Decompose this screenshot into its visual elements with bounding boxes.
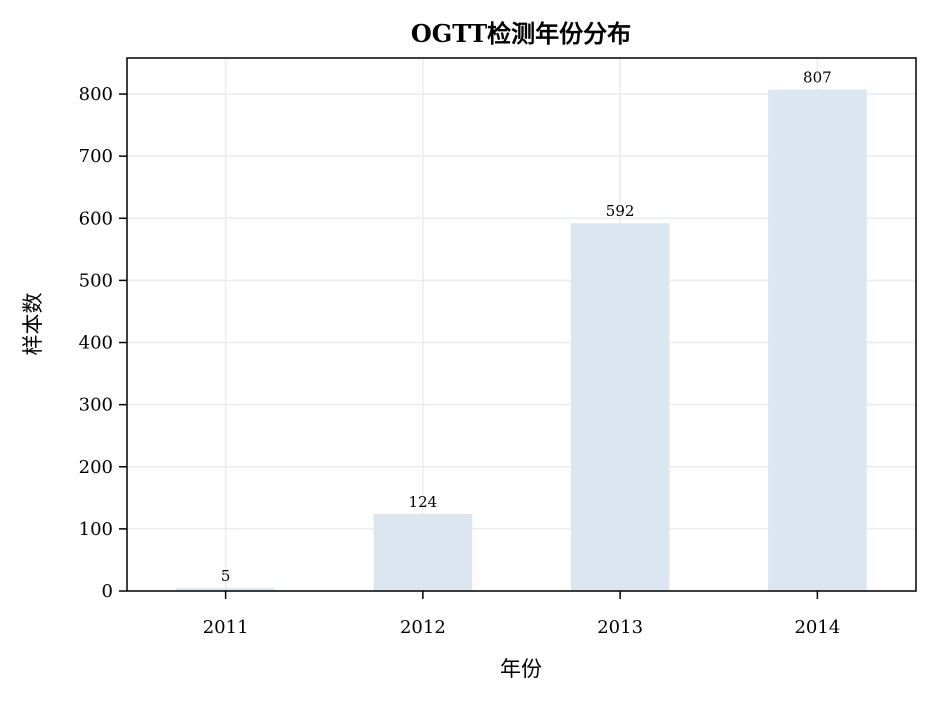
y-tick-label: 500 — [79, 270, 113, 291]
bar-2011 — [176, 587, 275, 591]
chart-title: OGTT检测年份分布 — [411, 19, 631, 48]
data-label-2011: 5 — [221, 567, 231, 585]
y-axis-label: 样本数 — [21, 293, 45, 356]
data-label-2014: 807 — [803, 69, 832, 87]
bars — [176, 89, 867, 591]
y-tick-label: 800 — [79, 84, 113, 105]
x-tick-label-2013: 2013 — [597, 617, 643, 638]
x-tick-label-2012: 2012 — [400, 617, 446, 638]
y-tick-label: 600 — [79, 208, 113, 229]
bar-2014 — [768, 89, 867, 591]
x-tick-label-2014: 2014 — [794, 617, 840, 638]
y-tick-label: 300 — [79, 395, 113, 416]
y-axis-ticks: 0 100 200 300 400 500 600 700 800 — [79, 84, 127, 602]
plot-frame — [126, 57, 917, 592]
y-tick-label: 400 — [79, 333, 113, 354]
x-axis-ticks: 2011 2012 2013 2014 — [203, 591, 840, 638]
data-label-2013: 592 — [606, 202, 635, 220]
data-label-2012: 124 — [409, 493, 438, 511]
bar-2013 — [570, 223, 670, 591]
y-tick-label: 0 — [102, 581, 113, 602]
y-tick-label: 200 — [79, 457, 113, 478]
x-tick-label-2011: 2011 — [203, 617, 249, 638]
data-labels: 5 124 592 807 — [221, 69, 832, 585]
y-tick-label: 700 — [79, 146, 113, 167]
x-axis-label: 年份 — [500, 657, 542, 681]
y-tick-label: 100 — [79, 519, 113, 540]
bar-2012 — [373, 513, 473, 591]
